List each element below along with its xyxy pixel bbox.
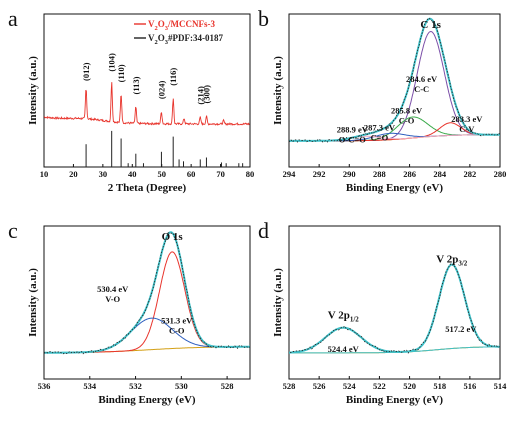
peak-label: (300) [201, 85, 211, 104]
panel-a: a 10 20 30 40 50 60 70 80 2 Theta (Degree) Intensi… [8, 6, 254, 194]
x-tick-label: 526 [313, 381, 326, 391]
peak-annotation: 284.6 eV [406, 74, 438, 84]
peak-annotation: C=O [371, 132, 389, 142]
peak-title: V 2p3/2 [436, 254, 468, 268]
peak-title: C 1s [420, 19, 441, 31]
x-axis-label: Binding Energy (eV) [98, 394, 196, 406]
y-axis-label: Intensity (a.u.) [27, 56, 39, 125]
x-tick-label: 528 [283, 381, 296, 391]
peak-annotation: C-O [169, 326, 185, 336]
series-measured-pattern [43, 82, 250, 126]
x-tick-label: 294 [283, 169, 297, 179]
peak-label: (104) [107, 53, 117, 72]
peak-label: (116) [168, 68, 178, 86]
x-tick-label: 514 [494, 381, 508, 391]
panel-c: c 536 534 532 530 528 Binding Energy (eV) Inten… [8, 218, 251, 406]
x-tick-label: 518 [433, 381, 446, 391]
x-axis-label: Binding Energy (eV) [346, 182, 444, 194]
peak-annotation: C-V [459, 124, 475, 134]
x-tick-label: 290 [343, 169, 356, 179]
panel-label-a: a [8, 6, 18, 31]
x-tick-label: 70 [216, 169, 225, 179]
plot-frame [288, 13, 501, 168]
fit-envelope [289, 263, 500, 354]
x-tick-label: 530 [175, 381, 188, 391]
plot-frame [43, 225, 251, 380]
x-tick-label: 286 [403, 169, 416, 179]
y-axis-label: Intensity (a.u.) [272, 56, 284, 125]
raw-data [289, 17, 501, 143]
peak-annotation: 530.4 eV [97, 284, 129, 294]
x-tick-label: 40 [128, 169, 137, 179]
x-tick-label: 80 [246, 169, 255, 179]
peak-label: (110) [116, 64, 126, 82]
x-tick-label: 520 [403, 381, 416, 391]
panel-b: b 294 292 290 288 286 284 282 280 Binding Energy … [258, 6, 506, 194]
raw-data [289, 262, 501, 354]
legend-entry: V2O3#PDF:34-0187 [148, 33, 224, 46]
peak-annotation: 531.3 eV [161, 316, 193, 326]
plot-frame [43, 13, 251, 168]
x-tick-label: 284 [433, 169, 447, 179]
x-tick-label: 516 [463, 381, 476, 391]
x-axis-label: 2 Theta (Degree) [108, 182, 187, 194]
fit-envelope [44, 231, 250, 354]
peak-annotation: C-O [399, 116, 415, 126]
panel-d: d 528 526 524 522 520 518 516 514 Binding Energy … [258, 218, 507, 406]
x-tick-label: 532 [129, 381, 142, 391]
peak-title: O 1s [162, 231, 184, 243]
x-tick-label: 10 [40, 169, 49, 179]
peak-label: (113) [131, 76, 141, 94]
x-tick-label: 20 [69, 169, 78, 179]
peak-annotation: 285.8 eV [391, 106, 423, 116]
peak-title: V 2p1/2 [328, 309, 360, 323]
x-tick-label: 524 [343, 381, 357, 391]
x-tick-label: 522 [373, 381, 386, 391]
panel-label-d: d [258, 218, 269, 243]
peak-annotation: 517.2 eV [445, 324, 477, 334]
peak-label: (012) [81, 62, 91, 81]
x-tick-label: 528 [221, 381, 234, 391]
raw-data [44, 232, 251, 355]
panel-label-c: c [8, 218, 18, 243]
x-tick-label: 60 [187, 169, 196, 179]
x-tick-label: 292 [313, 169, 326, 179]
fit-component [44, 251, 250, 354]
peak-label: (214) [195, 86, 205, 105]
peak-annotation: 288.9 eV [337, 125, 369, 135]
y-axis-label: Intensity (a.u.) [272, 268, 284, 337]
peak-label: (024) [156, 81, 166, 100]
y-axis-label: Intensity (a.u.) [27, 268, 39, 337]
x-tick-label: 534 [83, 381, 97, 391]
peak-annotation: O-C=O [339, 135, 366, 145]
peak-annotation: V-O [105, 294, 120, 304]
peak-annotation: C-C [414, 84, 429, 94]
x-tick-label: 282 [463, 169, 476, 179]
x-tick-label: 280 [494, 169, 507, 179]
legend-entry: V2O3/MCCNFs-3 [148, 19, 216, 32]
plot-frame [288, 225, 501, 380]
x-tick-label: 30 [99, 169, 108, 179]
x-axis-label: Binding Energy (eV) [346, 394, 444, 406]
x-tick-label: 288 [373, 169, 386, 179]
peak-annotation: 283.3 eV [451, 114, 483, 124]
x-tick-label: 536 [38, 381, 51, 391]
peak-annotation: 524.4 eV [328, 344, 360, 354]
peak-annotation: 287.3 eV [364, 122, 396, 132]
x-tick-label: 50 [157, 169, 166, 179]
panel-label-b: b [258, 6, 269, 31]
